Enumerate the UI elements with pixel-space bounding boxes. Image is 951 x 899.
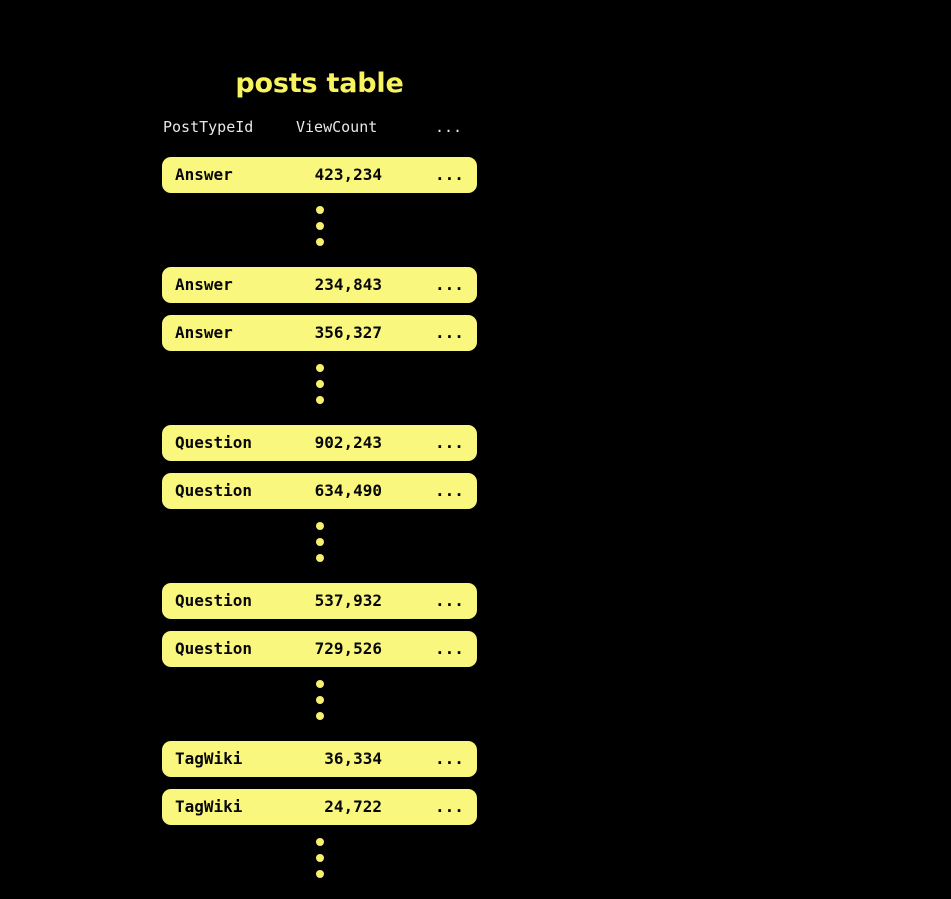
cell-post-type-id: TagWiki bbox=[175, 749, 243, 768]
cell-more-ellipsis: ... bbox=[435, 165, 464, 184]
diagram-canvas: posts table PostTypeId ViewCount ... Ans… bbox=[162, 68, 477, 878]
cell-view-count: 423,234 bbox=[314, 165, 382, 184]
cell-more-ellipsis: ... bbox=[435, 639, 464, 658]
table-row[interactable]: Question 902,243... bbox=[162, 425, 477, 461]
ellipsis-dot bbox=[315, 838, 324, 846]
table-row[interactable]: TagWiki 36,334... bbox=[162, 741, 477, 777]
ellipsis-dot bbox=[315, 206, 324, 214]
ellipsis-dot bbox=[315, 854, 324, 862]
cell-more-ellipsis: ... bbox=[435, 591, 464, 610]
cell-view-count: 36,334 bbox=[324, 749, 382, 768]
table-row[interactable]: Question 634,490... bbox=[162, 473, 477, 509]
ellipsis-dot bbox=[315, 380, 324, 388]
cell-post-type-id: Question bbox=[175, 639, 253, 658]
ellipsis-dot bbox=[315, 712, 324, 720]
ellipsis-dot bbox=[315, 396, 324, 404]
table-body: Answer 423,234... Answer 234,843... Answer 35… bbox=[162, 157, 477, 887]
cell-view-count: 634,490 bbox=[314, 481, 382, 500]
cell-view-count: 24,722 bbox=[324, 797, 382, 816]
ellipsis-dot bbox=[315, 870, 324, 878]
table-row[interactable]: Answer 234,843... bbox=[162, 267, 477, 303]
cell-post-type-id: Answer bbox=[175, 323, 233, 342]
table-row[interactable]: Question 537,932... bbox=[162, 583, 477, 619]
ellipsis-dot bbox=[315, 696, 324, 704]
cell-more-ellipsis: ... bbox=[435, 749, 464, 768]
vertical-ellipsis-separator bbox=[162, 363, 477, 413]
cell-post-type-id: Question bbox=[175, 481, 253, 500]
ellipsis-dot bbox=[315, 364, 324, 372]
ellipsis-dot bbox=[315, 522, 324, 530]
cell-more-ellipsis: ... bbox=[435, 797, 464, 816]
ellipsis-dot bbox=[315, 554, 324, 562]
vertical-ellipsis-separator bbox=[162, 837, 477, 887]
vertical-ellipsis-separator bbox=[162, 521, 477, 571]
cell-more-ellipsis: ... bbox=[435, 323, 464, 342]
table-row[interactable]: Answer 356,327... bbox=[162, 315, 477, 351]
table-row[interactable]: Answer 423,234... bbox=[162, 157, 477, 193]
cell-post-type-id: Question bbox=[175, 433, 253, 452]
cell-more-ellipsis: ... bbox=[435, 481, 464, 500]
cell-more-ellipsis: ... bbox=[435, 433, 464, 452]
cell-view-count: 902,243 bbox=[314, 433, 382, 452]
cell-post-type-id: Question bbox=[175, 591, 253, 610]
column-header-more-ellipsis: ... bbox=[435, 118, 463, 136]
cell-more-ellipsis: ... bbox=[435, 275, 464, 294]
cell-view-count: 729,526 bbox=[314, 639, 382, 658]
ellipsis-dot bbox=[315, 538, 324, 546]
ellipsis-dot bbox=[315, 680, 324, 688]
cell-post-type-id: TagWiki bbox=[175, 797, 243, 816]
cell-view-count: 356,327 bbox=[314, 323, 382, 342]
column-header-view-count: ViewCount bbox=[296, 118, 378, 136]
cell-post-type-id: Answer bbox=[175, 275, 233, 294]
table-row[interactable]: Question 729,526... bbox=[162, 631, 477, 667]
table-header-row: PostTypeId ViewCount ... bbox=[162, 118, 477, 144]
ellipsis-dot bbox=[315, 238, 324, 246]
ellipsis-dot bbox=[315, 222, 324, 230]
cell-view-count: 234,843 bbox=[314, 275, 382, 294]
table-row[interactable]: TagWiki 24,722... bbox=[162, 789, 477, 825]
column-header-post-type-id: PostTypeId bbox=[163, 118, 254, 136]
cell-post-type-id: Answer bbox=[175, 165, 233, 184]
vertical-ellipsis-separator bbox=[162, 205, 477, 255]
posts-table: PostTypeId ViewCount ... Answer 423,234..… bbox=[162, 118, 477, 899]
page-title: posts table bbox=[235, 68, 404, 99]
vertical-ellipsis-separator bbox=[162, 679, 477, 729]
cell-view-count: 537,932 bbox=[314, 591, 382, 610]
